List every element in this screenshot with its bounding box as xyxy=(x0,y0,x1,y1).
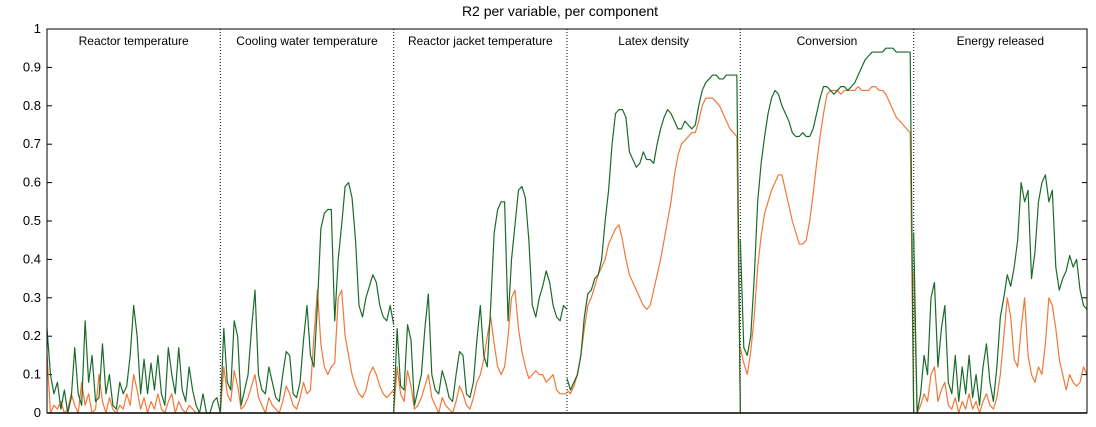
orange-series-line xyxy=(566,97,741,414)
y-tick-label: 0.2 xyxy=(23,328,41,343)
panel-label: Energy released xyxy=(957,34,1044,48)
y-tick-label: 0.1 xyxy=(23,367,41,382)
panel-labels: Reactor temperature Cooling water tempera… xyxy=(79,34,1044,48)
orange-series-line xyxy=(739,86,915,414)
y-tick-label: 0.8 xyxy=(23,98,41,113)
green-series-line xyxy=(393,185,568,414)
y-tick-label: 0.3 xyxy=(23,290,41,305)
y-tick-label: 0.5 xyxy=(23,213,41,228)
orange-series-line xyxy=(913,270,1088,414)
green-series-line xyxy=(566,74,741,414)
y-tick-label: 1 xyxy=(34,21,41,36)
orange-series-line xyxy=(46,355,221,414)
panel-label: Reactor temperature xyxy=(79,34,189,48)
panel-dividers xyxy=(219,29,915,413)
panel-label: Cooling water temperature xyxy=(236,34,378,48)
green-series-line xyxy=(739,47,915,414)
y-tick-label: 0.9 xyxy=(23,59,41,74)
chart-title: R2 per variable, per component xyxy=(462,3,658,19)
y-axis: 0 0.1 0.2 0.3 0.4 0.5 0.6 0.7 0.8 0.9 1 xyxy=(23,21,1087,420)
panel-label: Reactor jacket temperature xyxy=(408,34,553,48)
panel-label: Latex density xyxy=(618,34,689,48)
y-tick-label: 0.6 xyxy=(23,175,41,190)
green-series-line xyxy=(913,174,1088,414)
orange-series-line xyxy=(393,289,567,414)
orange-series-line xyxy=(219,289,395,414)
panel-label: Conversion xyxy=(797,34,858,48)
y-tick-label: 0.4 xyxy=(23,251,41,266)
green-series-line xyxy=(46,304,221,414)
green-series-line xyxy=(219,182,395,414)
plot-frame xyxy=(46,28,1088,414)
y-tick-label: 0 xyxy=(34,405,41,420)
y-tick-label: 0.7 xyxy=(23,136,41,151)
